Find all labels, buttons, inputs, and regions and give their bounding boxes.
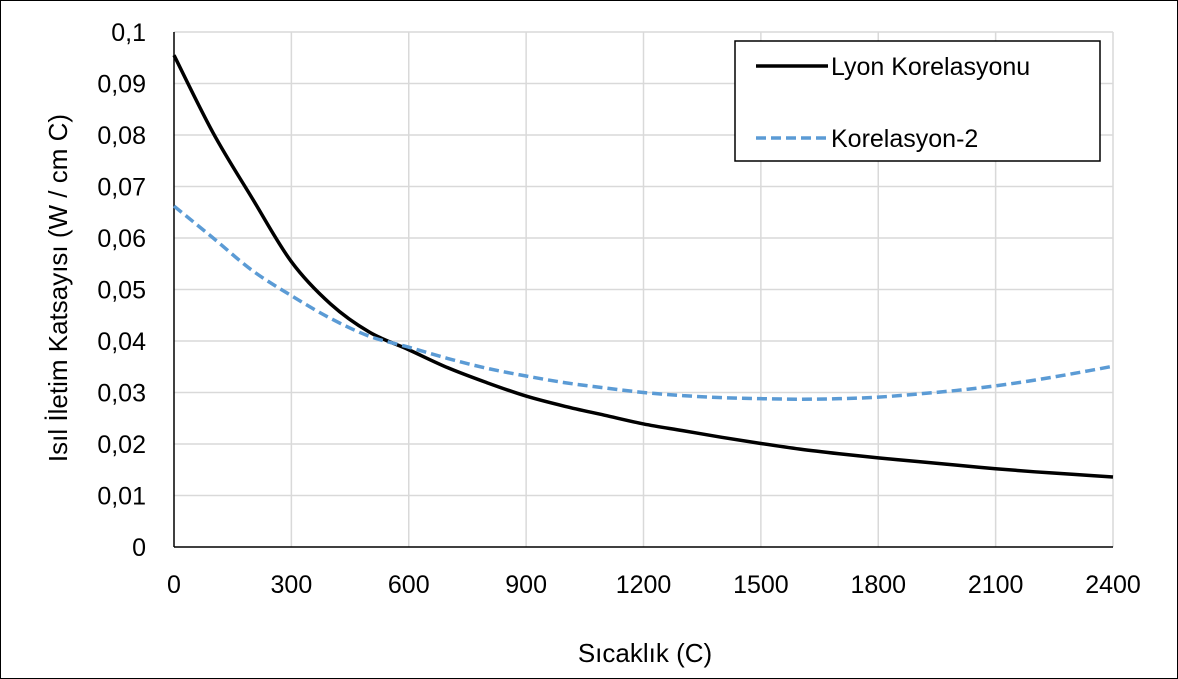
y-axis-title: Isıl İletim Katsayısı (W / cm C)	[43, 114, 73, 462]
x-tick-label: 300	[271, 571, 313, 599]
y-tick-label: 0,08	[97, 122, 146, 150]
legend: Lyon Korelasyonu Korelasyon-2	[734, 40, 1101, 162]
x-tick-label: 0	[167, 571, 181, 599]
legend-label-korelasyon-2: Korelasyon-2	[831, 125, 978, 153]
y-tick-label: 0,07	[97, 174, 146, 202]
series-line-lyon-korelasyonu	[172, 54, 1114, 479]
y-tick-label: 0,04	[97, 328, 146, 356]
x-tick-label: 900	[505, 571, 547, 599]
y-tick-label: 0,06	[97, 225, 146, 253]
series-line-korelasyon-2	[172, 204, 1114, 401]
legend-box	[734, 40, 1101, 162]
y-tick-label: 0,01	[97, 483, 146, 511]
x-tick-label: 1500	[733, 571, 789, 599]
x-axis-title: Sıcaklık (C)	[578, 638, 712, 668]
legend-label-lyon: Lyon Korelasyonu	[831, 53, 1030, 81]
y-tick-label: 0,09	[97, 71, 146, 99]
y-tick-label: 0,02	[97, 431, 146, 459]
x-tick-label: 2400	[1085, 571, 1141, 599]
axes	[173, 32, 1113, 548]
x-tick-label: 2100	[968, 571, 1024, 599]
x-tick-label: 600	[388, 571, 430, 599]
x-tick-label: 1800	[850, 571, 906, 599]
series	[172, 54, 1114, 479]
y-tick-label: 0,03	[97, 380, 146, 408]
y-tick-label: 0	[132, 534, 146, 562]
y-tick-label: 0,05	[97, 277, 146, 305]
y-tick-label: 0,1	[111, 19, 146, 47]
grid	[174, 31, 1114, 547]
x-tick-label: 1200	[616, 571, 672, 599]
tick-labels: 0 300 600 900 1200 1500 1800 2100 2400 0 0,01 0,02 0…	[97, 19, 1140, 599]
